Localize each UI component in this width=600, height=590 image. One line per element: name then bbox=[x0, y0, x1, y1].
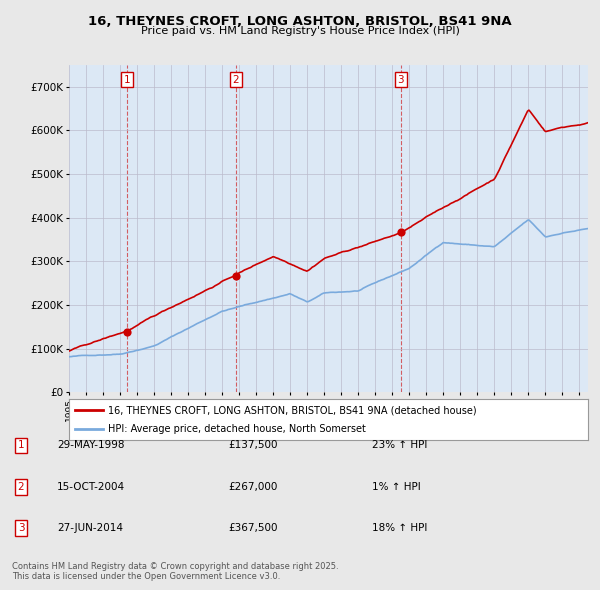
Text: 29-MAY-1998: 29-MAY-1998 bbox=[57, 441, 125, 450]
Text: £137,500: £137,500 bbox=[228, 441, 277, 450]
Text: 16, THEYNES CROFT, LONG ASHTON, BRISTOL, BS41 9NA (detached house): 16, THEYNES CROFT, LONG ASHTON, BRISTOL,… bbox=[108, 405, 476, 415]
Text: 15-OCT-2004: 15-OCT-2004 bbox=[57, 482, 125, 491]
Text: 18% ↑ HPI: 18% ↑ HPI bbox=[372, 523, 427, 533]
Text: 16, THEYNES CROFT, LONG ASHTON, BRISTOL, BS41 9NA: 16, THEYNES CROFT, LONG ASHTON, BRISTOL,… bbox=[88, 15, 512, 28]
Text: HPI: Average price, detached house, North Somerset: HPI: Average price, detached house, Nort… bbox=[108, 424, 366, 434]
Text: Price paid vs. HM Land Registry's House Price Index (HPI): Price paid vs. HM Land Registry's House … bbox=[140, 26, 460, 36]
Text: £367,500: £367,500 bbox=[228, 523, 277, 533]
Point bbox=[396, 227, 406, 237]
Point bbox=[122, 327, 132, 337]
Text: 2: 2 bbox=[17, 482, 25, 491]
Text: 3: 3 bbox=[17, 523, 25, 533]
Text: 23% ↑ HPI: 23% ↑ HPI bbox=[372, 441, 427, 450]
Point bbox=[231, 271, 241, 280]
Text: 1: 1 bbox=[124, 75, 130, 84]
Text: Contains HM Land Registry data © Crown copyright and database right 2025.: Contains HM Land Registry data © Crown c… bbox=[12, 562, 338, 571]
Text: £267,000: £267,000 bbox=[228, 482, 277, 491]
Text: This data is licensed under the Open Government Licence v3.0.: This data is licensed under the Open Gov… bbox=[12, 572, 280, 581]
Text: 1% ↑ HPI: 1% ↑ HPI bbox=[372, 482, 421, 491]
Text: 1: 1 bbox=[17, 441, 25, 450]
Text: 27-JUN-2014: 27-JUN-2014 bbox=[57, 523, 123, 533]
Text: 2: 2 bbox=[232, 75, 239, 84]
Text: 3: 3 bbox=[397, 75, 404, 84]
